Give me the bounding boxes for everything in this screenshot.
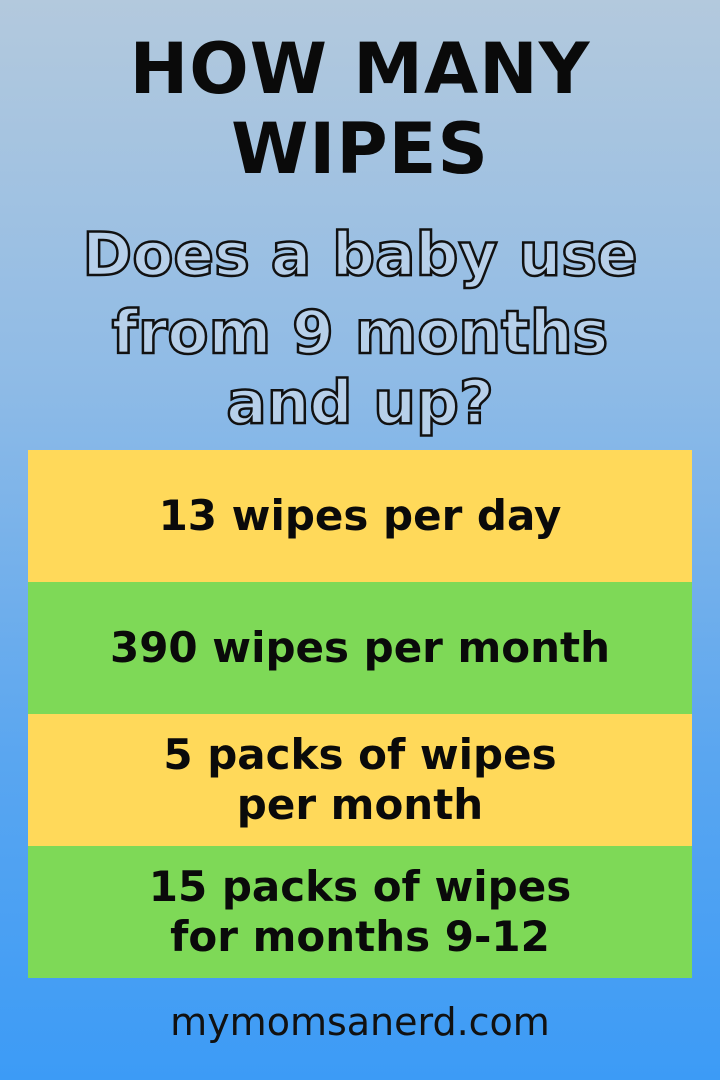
fact-packs-per-month: 5 packs of wipes per month (28, 714, 692, 846)
fact-text-line-2: for months 9-12 (170, 912, 550, 961)
fact-wipes-per-month: 390 wipes per month (28, 582, 692, 714)
subtitle-line-1: Does a baby use (81, 219, 639, 292)
subtitle-line-3: and up? (225, 367, 495, 440)
fact-text-line-1: 15 packs of wipes (148, 862, 572, 911)
fact-text-line-2: per month (236, 780, 484, 829)
fact-text: 390 wipes per month (109, 623, 611, 672)
fact-text: 13 wipes per day (158, 491, 562, 540)
fact-wipes-per-day: 13 wipes per day (28, 450, 692, 582)
fact-packs-months-9-12: 15 packs of wipes for months 9-12 (28, 846, 692, 978)
title-line-1: HOW MANY (129, 28, 591, 110)
title-line-2: WIPES (231, 108, 489, 190)
subtitle-line-2: from 9 months (110, 297, 609, 370)
website-footer: mymomsanerd.com (170, 1000, 550, 1044)
fact-text-line-1: 5 packs of wipes (163, 730, 557, 779)
